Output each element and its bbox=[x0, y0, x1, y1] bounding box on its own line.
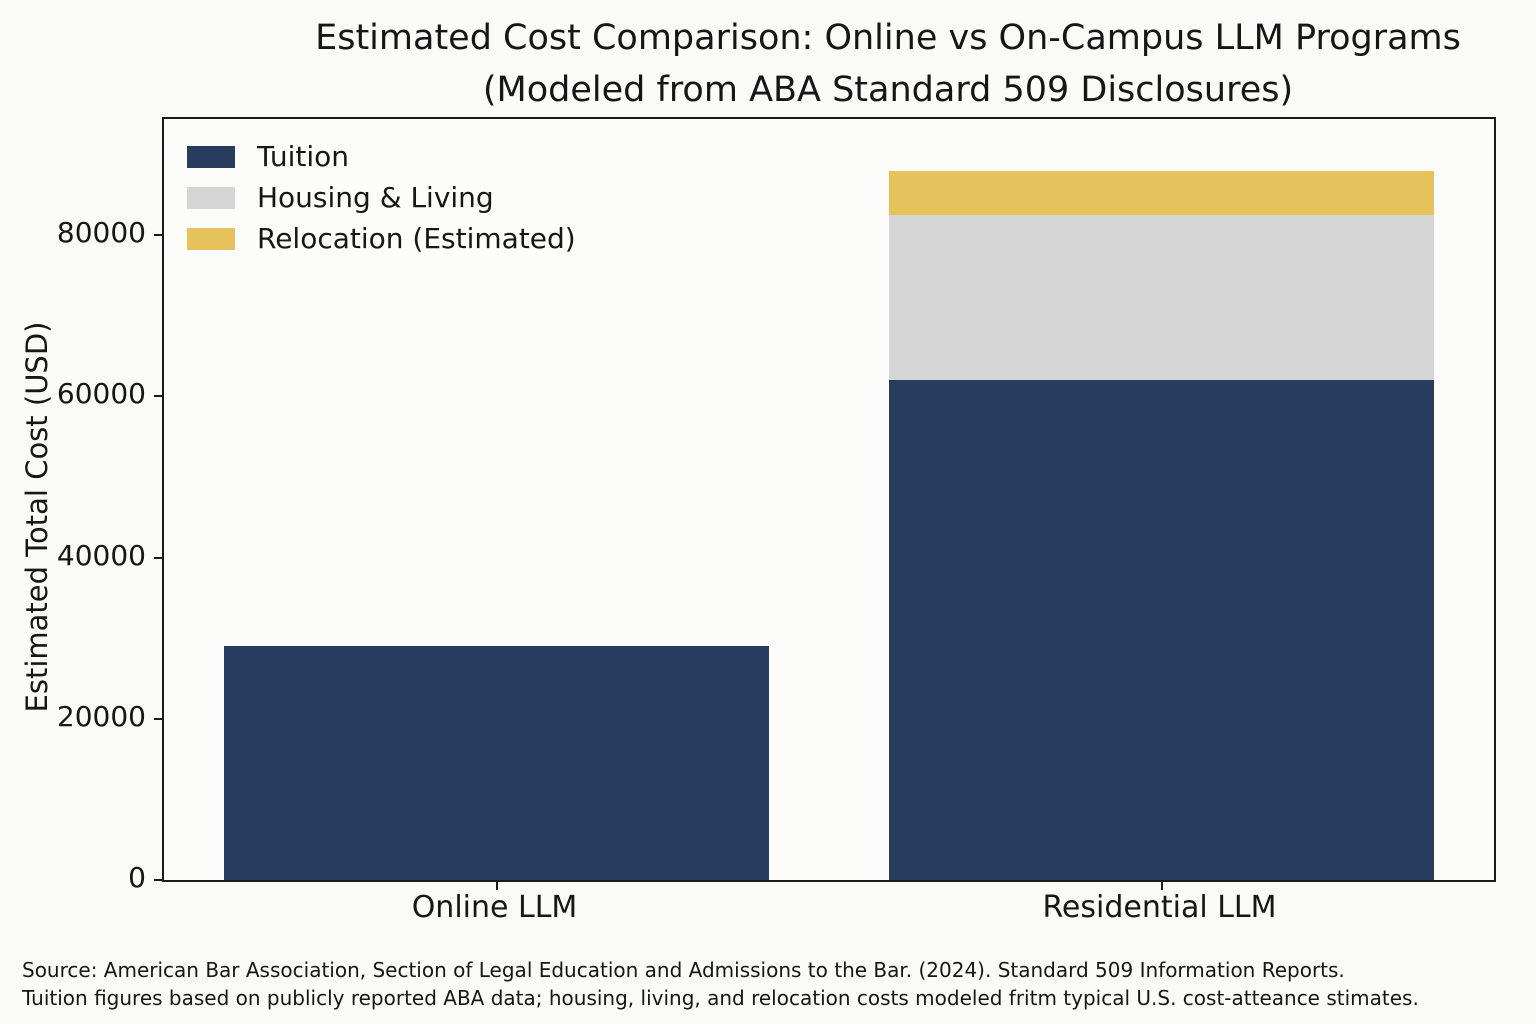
bar-segment-housing-living-residential-llm bbox=[888, 214, 1435, 381]
legend-label: Relocation (Estimated) bbox=[257, 222, 576, 255]
y-tick-mark bbox=[154, 556, 162, 559]
chart-title: Estimated Cost Comparison: Online vs On-… bbox=[315, 18, 1461, 58]
footer-note-line: Tuition figures based on publicly report… bbox=[22, 986, 1419, 1010]
chart-subtitle: (Modeled from ABA Standard 509 Disclosur… bbox=[482, 70, 1294, 110]
y-tick-label: 20000 bbox=[56, 699, 146, 733]
y-tick-label: 60000 bbox=[56, 377, 146, 411]
legend-swatch-icon bbox=[187, 186, 235, 209]
legend-label: Tuition bbox=[257, 140, 350, 173]
legend: Tuition Housing & Living Relocation (Estim… bbox=[187, 136, 576, 259]
legend-item: Housing & Living bbox=[187, 177, 576, 218]
footer: Source: American Bar Association, Sectio… bbox=[22, 956, 1536, 1012]
legend-swatch-icon bbox=[187, 227, 235, 250]
y-tick-mark bbox=[154, 234, 162, 237]
y-tick-label: 0 bbox=[128, 861, 146, 894]
legend-swatch-icon bbox=[187, 145, 235, 168]
chart-title-block: Estimated Cost Comparison: Online vs On-… bbox=[240, 12, 1536, 116]
footer-source-line: Source: American Bar Association, Sectio… bbox=[22, 958, 1345, 982]
bar-segment-tuition-residential-llm bbox=[888, 380, 1435, 880]
y-tick-mark bbox=[154, 717, 162, 720]
bar-segment-relocation-estimated-residential-llm bbox=[888, 170, 1435, 215]
plot-area: Tuition Housing & Living Relocation (Estim… bbox=[154, 117, 1496, 890]
legend-item: Tuition bbox=[187, 136, 576, 177]
x-tick-label: Residential LLM bbox=[1042, 890, 1277, 925]
x-tick-mark bbox=[1160, 882, 1163, 890]
legend-item: Relocation (Estimated) bbox=[187, 218, 576, 259]
x-tick-mark bbox=[495, 882, 498, 890]
y-tick-label: 80000 bbox=[56, 216, 146, 250]
y-tick-mark bbox=[154, 879, 162, 881]
y-tick-mark bbox=[154, 395, 162, 398]
x-tick-label: Online LLM bbox=[411, 890, 578, 925]
legend-label: Housing & Living bbox=[257, 181, 494, 214]
bar-segment-tuition-online-llm bbox=[223, 646, 770, 880]
y-tick-label: 40000 bbox=[56, 538, 146, 572]
